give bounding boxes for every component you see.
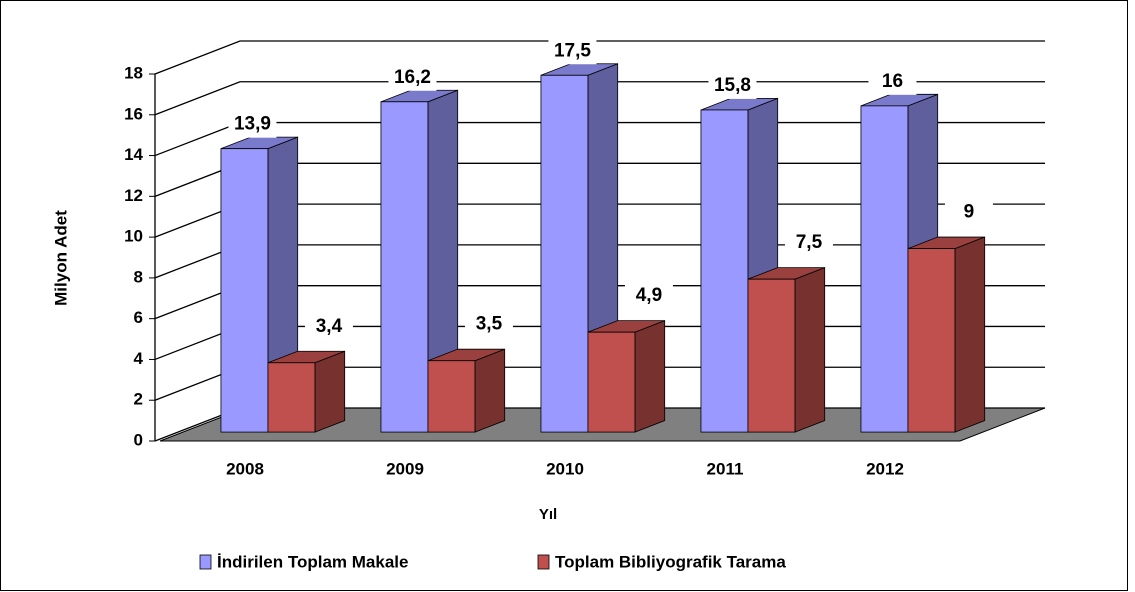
- value-label: 15,8: [714, 75, 751, 96]
- y-tick-label: 12: [124, 186, 143, 205]
- value-label: 4,9: [636, 285, 662, 306]
- bar-front: [700, 109, 749, 433]
- value-label-bg: [708, 72, 757, 99]
- value-label-bg: [388, 64, 437, 91]
- bar-front: [860, 105, 909, 433]
- value-label: 3,5: [476, 314, 503, 335]
- value-label-bg: [868, 68, 917, 95]
- bar: [380, 89, 459, 433]
- y-tick-label: 10: [124, 227, 143, 246]
- plot: 0 2 4 6 8 10 12 14 16 18 Milyon Adet Yıl 2008 13,9 3,4…: [51, 38, 1046, 571]
- legend-swatch: [537, 554, 550, 570]
- x-tick-label: 2012: [866, 459, 904, 478]
- legend-label: Toplam Bibliyografik Tarama: [555, 552, 786, 571]
- y-tick-label: 0: [134, 430, 143, 449]
- x-axis-label: Yıl: [539, 506, 557, 523]
- y-tick-label: 18: [124, 63, 143, 82]
- legend-swatch: [199, 554, 212, 570]
- value-label-bg: [304, 313, 353, 340]
- value-label: 13,9: [234, 114, 271, 135]
- bar-side: [314, 350, 346, 433]
- bar-side: [634, 320, 666, 433]
- bar-side: [794, 267, 826, 433]
- bar: [907, 236, 986, 433]
- bar-front: [427, 360, 476, 433]
- value-label: 9: [964, 202, 975, 223]
- value-label: 7,5: [796, 232, 823, 253]
- y-tick-label: 6: [134, 308, 143, 327]
- bar-front: [907, 248, 956, 433]
- y-tick-label: 14: [124, 145, 143, 164]
- x-tick-label: 2008: [226, 459, 264, 478]
- legend-label: İndirilen Toplam Makale: [217, 552, 408, 571]
- x-tick-label: 2009: [386, 459, 424, 478]
- bar-front: [747, 278, 796, 433]
- bar: [587, 320, 666, 433]
- grid-line: [154, 40, 1045, 75]
- bar-front: [540, 74, 589, 433]
- y-tick-label: 4: [134, 349, 144, 368]
- y-tick-label: 2: [134, 390, 143, 409]
- bar: [267, 350, 346, 433]
- bar: [747, 267, 826, 433]
- value-label: 16: [882, 71, 903, 92]
- y-axis-label: Milyon Adet: [51, 210, 70, 306]
- bar-side: [474, 348, 506, 433]
- value-label-bg: [228, 111, 277, 138]
- bar-front: [267, 362, 316, 433]
- y-tick-label: 16: [124, 104, 143, 123]
- value-label-bg: [624, 283, 673, 310]
- value-label: 17,5: [554, 40, 591, 61]
- bar-side: [954, 236, 986, 433]
- value-label-bg: [944, 199, 993, 226]
- grid-line: [154, 81, 1045, 116]
- bar: [427, 348, 506, 433]
- x-tick-label: 2010: [546, 459, 584, 478]
- bar-front: [380, 101, 429, 433]
- bar-front: [587, 331, 636, 433]
- value-label: 3,4: [316, 316, 343, 337]
- value-label-bg: [548, 38, 597, 65]
- bar-front: [220, 148, 269, 433]
- x-tick-label: 2011: [707, 459, 744, 478]
- value-label-bg: [784, 230, 833, 257]
- value-label: 16,2: [394, 67, 431, 88]
- y-tick-label: 8: [134, 267, 143, 286]
- value-label-bg: [464, 311, 513, 338]
